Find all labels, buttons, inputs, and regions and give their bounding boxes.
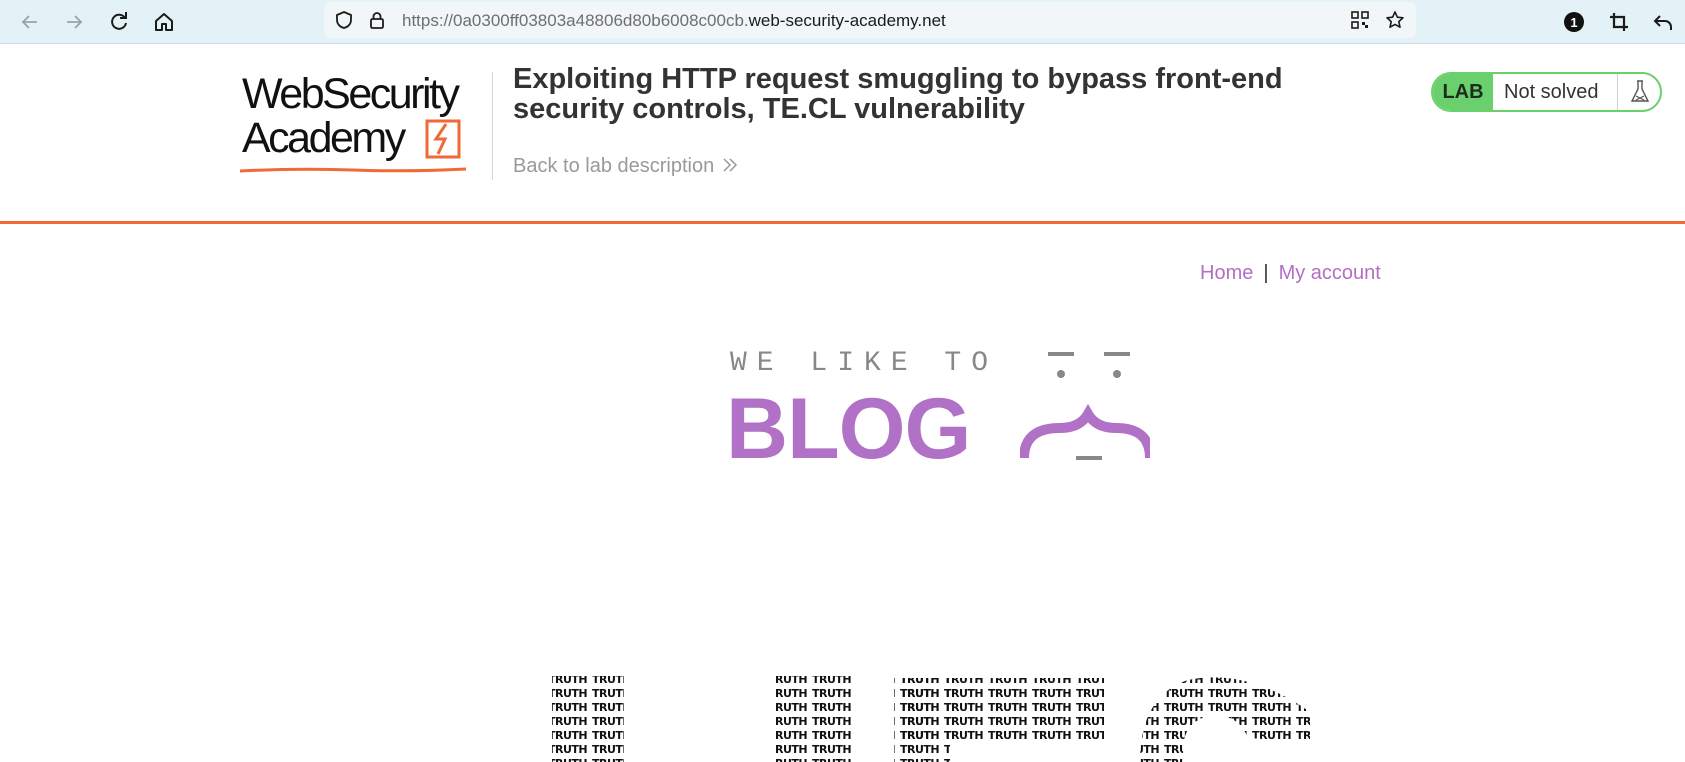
- back-link-label: Back to lab description: [513, 155, 715, 177]
- lab-header: WebSecurity Academy Exploiting HTTP requ…: [0, 44, 1685, 224]
- site-nav: Home | My account: [1200, 262, 1381, 285]
- truth-word-cloud-image: TRUTH: [552, 676, 1310, 762]
- blog-logo-tagline: WE LIKE TO: [730, 348, 999, 379]
- lab-status-text: Not solved: [1504, 81, 1599, 103]
- extension-badge-count: 1: [1564, 12, 1584, 32]
- double-chevron-right-icon: [722, 155, 738, 178]
- back-arrow-icon[interactable]: [14, 6, 46, 38]
- url-prefix: https://0a0300ff03803a48806d80b6008c00cb…: [402, 11, 749, 30]
- shield-icon[interactable]: [333, 9, 355, 31]
- lab-title: Exploiting HTTP request smuggling to byp…: [513, 63, 1283, 125]
- url-host: web-security-academy.net: [748, 11, 946, 30]
- logo-line2: Academy: [242, 114, 406, 162]
- url-text: https://0a0300ff03803a48806d80b6008c00cb…: [402, 11, 946, 31]
- blog-logo-word: BLOG: [726, 381, 971, 477]
- brace-face-icon: [1020, 352, 1150, 460]
- reload-icon[interactable]: [103, 6, 135, 38]
- nav-my-account-link[interactable]: My account: [1278, 262, 1381, 284]
- qr-code-icon[interactable]: [1349, 9, 1371, 31]
- lightning-box-icon: [425, 119, 461, 159]
- lock-icon[interactable]: [366, 9, 388, 31]
- logo-line1: WebSecurity: [242, 70, 460, 118]
- blog-hero-image: TRUTH: [548, 672, 1338, 762]
- web-security-academy-logo[interactable]: WebSecurity Academy: [238, 70, 490, 174]
- nav-separator: |: [1263, 262, 1269, 284]
- address-bar[interactable]: https://0a0300ff03803a48806d80b6008c00cb…: [324, 2, 1416, 38]
- undo-arrow-icon[interactable]: [1647, 6, 1679, 38]
- browser-toolbar: https://0a0300ff03803a48806d80b6008c00cb…: [0, 0, 1685, 44]
- back-to-lab-description-link[interactable]: Back to lab description: [513, 155, 738, 178]
- forward-arrow-icon[interactable]: [58, 6, 90, 38]
- header-divider: [492, 72, 493, 180]
- bookmark-star-icon[interactable]: [1384, 9, 1406, 31]
- flask-icon: [1617, 74, 1660, 110]
- crop-icon[interactable]: [1603, 6, 1635, 38]
- blog-logo: WE LIKE TO BLOG: [720, 340, 1180, 480]
- nav-home-link[interactable]: Home: [1200, 262, 1254, 284]
- lab-badge-label: LAB: [1433, 74, 1493, 110]
- lab-status-widget: LAB Not solved: [1431, 72, 1662, 112]
- extension-badge-icon[interactable]: 1: [1558, 6, 1590, 38]
- home-icon[interactable]: [148, 6, 180, 38]
- logo-underline: [239, 167, 467, 173]
